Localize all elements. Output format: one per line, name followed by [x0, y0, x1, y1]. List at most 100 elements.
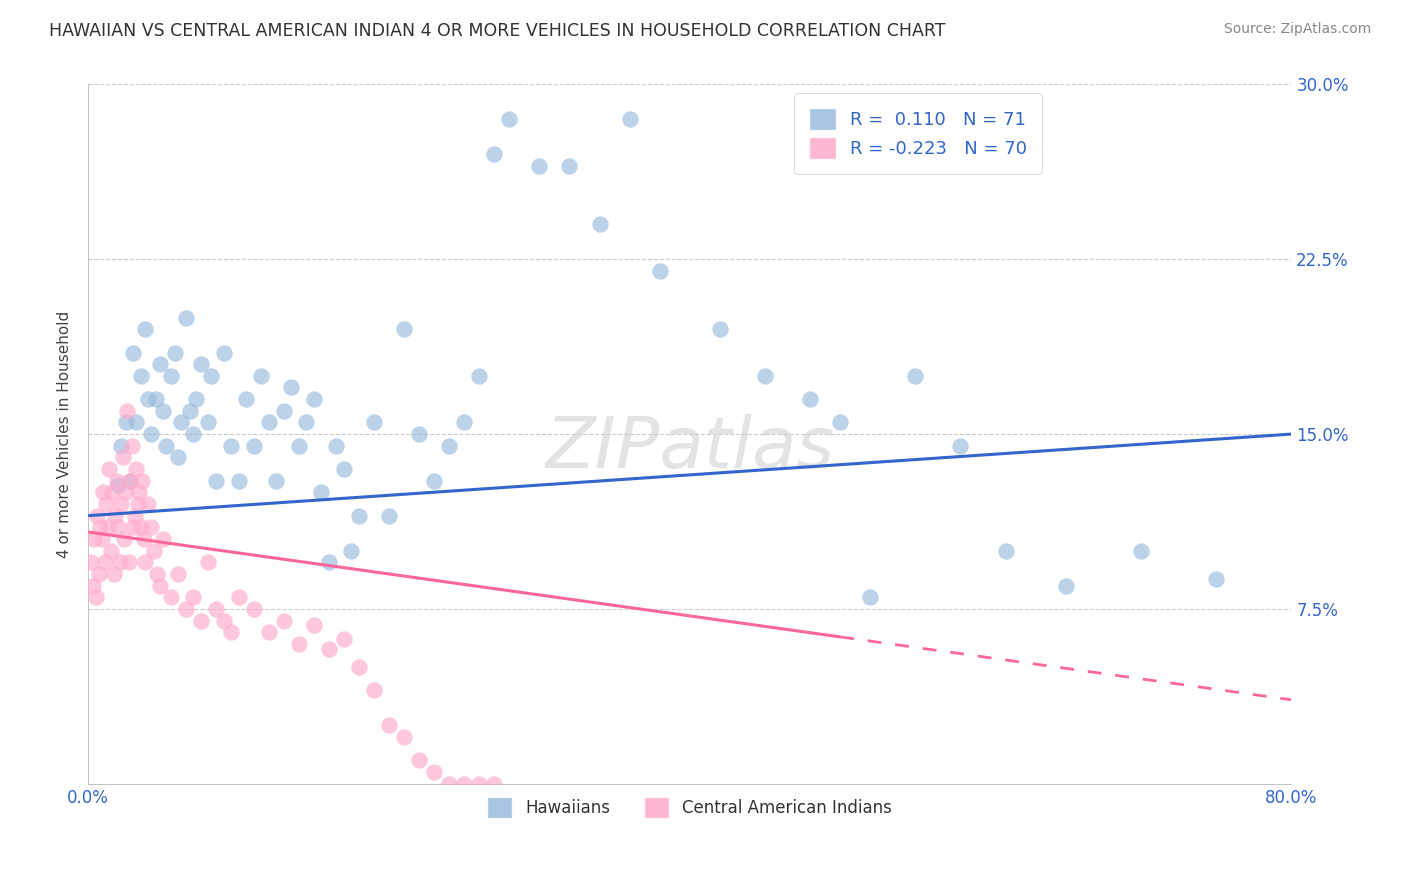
Point — [949, 439, 972, 453]
Point — [145, 392, 167, 406]
Point — [103, 566, 125, 581]
Point — [219, 625, 242, 640]
Point — [219, 439, 242, 453]
Point — [212, 614, 235, 628]
Point — [392, 322, 415, 336]
Point — [136, 497, 159, 511]
Point — [558, 159, 581, 173]
Point — [205, 474, 228, 488]
Point — [107, 520, 129, 534]
Point — [89, 520, 111, 534]
Point — [110, 439, 132, 453]
Point — [160, 368, 183, 383]
Point — [134, 555, 156, 569]
Y-axis label: 4 or more Vehicles in Household: 4 or more Vehicles in Household — [58, 310, 72, 558]
Point — [129, 520, 152, 534]
Point — [830, 416, 852, 430]
Point — [325, 439, 347, 453]
Point — [437, 439, 460, 453]
Point — [136, 392, 159, 406]
Point — [363, 416, 385, 430]
Point — [205, 602, 228, 616]
Point — [228, 474, 250, 488]
Point — [235, 392, 257, 406]
Point — [122, 520, 145, 534]
Point — [127, 497, 149, 511]
Point — [287, 439, 309, 453]
Point — [125, 462, 148, 476]
Point — [121, 439, 143, 453]
Point — [1054, 579, 1077, 593]
Point — [141, 427, 163, 442]
Text: ZIPatlas: ZIPatlas — [546, 414, 834, 483]
Point — [112, 532, 135, 546]
Point — [408, 427, 430, 442]
Point — [302, 618, 325, 632]
Point — [90, 532, 112, 546]
Point — [318, 641, 340, 656]
Point — [287, 637, 309, 651]
Point — [86, 508, 108, 523]
Point — [120, 474, 142, 488]
Point — [754, 368, 776, 383]
Text: HAWAIIAN VS CENTRAL AMERICAN INDIAN 4 OR MORE VEHICLES IN HOUSEHOLD CORRELATION : HAWAIIAN VS CENTRAL AMERICAN INDIAN 4 OR… — [49, 22, 946, 40]
Point — [190, 614, 212, 628]
Point — [179, 404, 201, 418]
Point — [363, 683, 385, 698]
Point — [128, 485, 150, 500]
Point — [146, 566, 169, 581]
Point — [264, 474, 287, 488]
Point — [437, 777, 460, 791]
Point — [124, 508, 146, 523]
Point — [152, 404, 174, 418]
Point — [98, 462, 121, 476]
Point — [97, 520, 120, 534]
Point — [122, 345, 145, 359]
Point — [392, 730, 415, 744]
Point — [96, 497, 118, 511]
Point — [100, 543, 122, 558]
Point — [131, 474, 153, 488]
Point — [118, 555, 141, 569]
Point — [186, 392, 208, 406]
Point — [197, 416, 219, 430]
Point — [132, 532, 155, 546]
Point — [529, 159, 551, 173]
Point — [170, 416, 193, 430]
Point — [117, 404, 139, 418]
Point — [174, 310, 197, 325]
Point — [994, 543, 1017, 558]
Point — [108, 555, 131, 569]
Point — [125, 416, 148, 430]
Point — [190, 357, 212, 371]
Point — [347, 508, 370, 523]
Point — [91, 485, 114, 500]
Point — [105, 474, 128, 488]
Point — [648, 264, 671, 278]
Point — [347, 660, 370, 674]
Point — [174, 602, 197, 616]
Point — [408, 753, 430, 767]
Point — [468, 777, 491, 791]
Point — [619, 112, 641, 127]
Point — [87, 566, 110, 581]
Point — [149, 357, 172, 371]
Point — [453, 777, 475, 791]
Point — [82, 579, 104, 593]
Point — [141, 520, 163, 534]
Point — [143, 543, 166, 558]
Point — [155, 439, 177, 453]
Point — [93, 555, 115, 569]
Point — [167, 450, 190, 465]
Point — [212, 345, 235, 359]
Point — [378, 508, 401, 523]
Point — [333, 462, 356, 476]
Point — [588, 217, 610, 231]
Point — [273, 404, 295, 418]
Text: Source: ZipAtlas.com: Source: ZipAtlas.com — [1223, 22, 1371, 37]
Point — [200, 368, 222, 383]
Point — [257, 416, 280, 430]
Point — [149, 579, 172, 593]
Point — [273, 614, 295, 628]
Point — [111, 450, 134, 465]
